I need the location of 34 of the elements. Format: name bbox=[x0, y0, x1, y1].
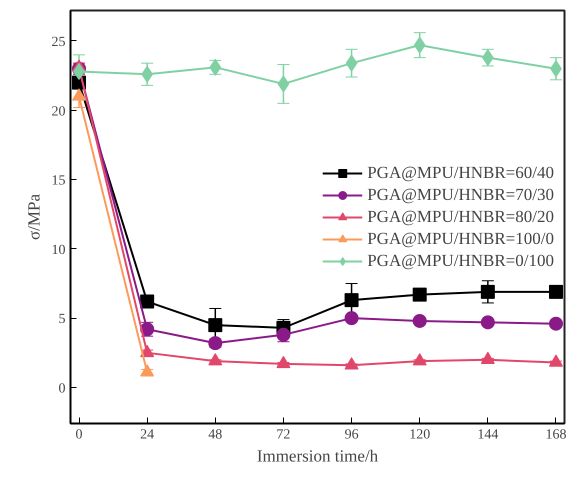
x-axis-title: Immersion time/h bbox=[256, 446, 379, 466]
point bbox=[548, 284, 563, 299]
point bbox=[414, 36, 426, 54]
y-tick-label: 5 bbox=[58, 312, 66, 328]
point bbox=[276, 328, 290, 342]
x-tick-label: 0 bbox=[76, 428, 83, 442]
x-tick-label: 24 bbox=[140, 428, 154, 442]
legend-label: PGA@MPU/HNBR=60/40 bbox=[367, 162, 554, 182]
point bbox=[480, 315, 495, 330]
y-tick-label: 20 bbox=[52, 104, 66, 120]
y-axis-title: σ/MPa bbox=[24, 194, 44, 240]
point bbox=[548, 316, 563, 331]
x-tick-label: 96 bbox=[344, 428, 359, 442]
point bbox=[412, 288, 427, 302]
point bbox=[208, 336, 222, 350]
x-tick-label: 48 bbox=[208, 428, 222, 442]
x-tick-label: 120 bbox=[409, 428, 430, 442]
y-tick-label: 0 bbox=[58, 381, 66, 396]
legend-label: PGA@MPU/HNBR=70/30 bbox=[367, 184, 554, 204]
x-tick-label: 72 bbox=[276, 428, 290, 442]
legend-label: PGA@MPU/HNBR=100/0 bbox=[367, 228, 554, 248]
point bbox=[344, 311, 359, 326]
legend-label: PGA@MPU/HNBR=0/100 bbox=[367, 250, 554, 270]
point bbox=[140, 294, 154, 309]
legend-label: PGA@MPU/HNBR=80/20 bbox=[367, 206, 554, 226]
x-tick-label: 168 bbox=[545, 428, 566, 442]
x-tick-label: 144 bbox=[477, 428, 498, 442]
y-tick-label: 15 bbox=[52, 174, 66, 189]
point bbox=[208, 318, 222, 332]
point bbox=[344, 293, 359, 308]
y-tick-label: 10 bbox=[52, 242, 66, 258]
point bbox=[480, 284, 495, 299]
point bbox=[412, 314, 427, 328]
y-tick-label: 25 bbox=[52, 34, 66, 50]
